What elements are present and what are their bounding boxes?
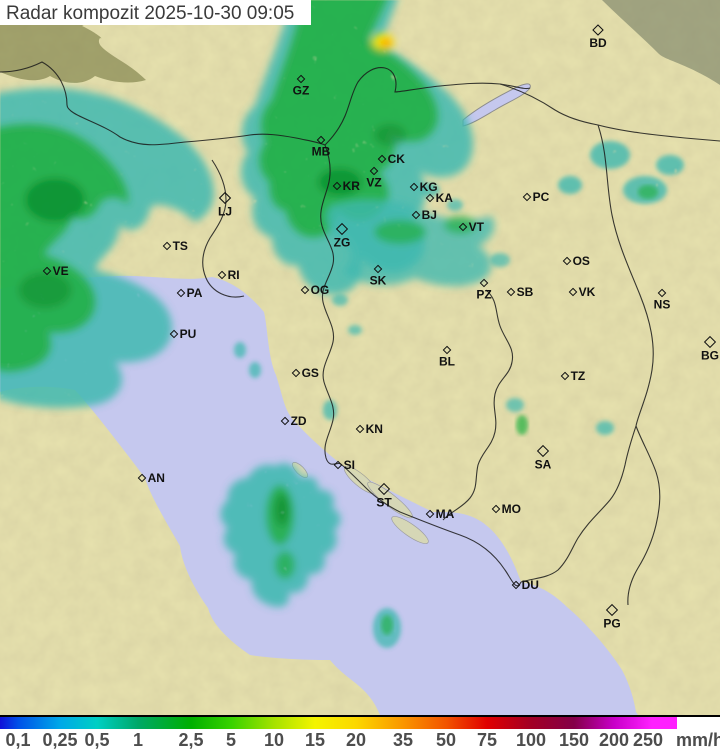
svg-text:200: 200 — [599, 730, 629, 750]
svg-text:MB: MB — [312, 145, 331, 159]
svg-text:VT: VT — [469, 220, 485, 234]
svg-text:BG: BG — [701, 348, 719, 362]
svg-text:SI: SI — [344, 458, 355, 472]
svg-text:5: 5 — [226, 730, 236, 750]
svg-text:SK: SK — [370, 274, 387, 288]
svg-text:LJ: LJ — [218, 204, 232, 218]
svg-text:CK: CK — [388, 152, 406, 166]
svg-text:OS: OS — [573, 254, 590, 268]
svg-text:GS: GS — [302, 366, 319, 380]
svg-text:150: 150 — [559, 730, 589, 750]
svg-text:PZ: PZ — [476, 288, 491, 302]
svg-text:2,5: 2,5 — [178, 730, 203, 750]
svg-text:KN: KN — [366, 422, 383, 436]
svg-text:SA: SA — [535, 457, 552, 471]
svg-text:GZ: GZ — [293, 84, 310, 98]
svg-text:NS: NS — [654, 298, 671, 312]
svg-text:VK: VK — [579, 285, 596, 299]
svg-text:BJ: BJ — [422, 208, 437, 222]
svg-text:ZD: ZD — [291, 414, 307, 428]
svg-text:10: 10 — [264, 730, 284, 750]
svg-text:KR: KR — [343, 179, 361, 193]
svg-text:0,5: 0,5 — [84, 730, 109, 750]
svg-text:0,1: 0,1 — [5, 730, 30, 750]
svg-text:0,25: 0,25 — [42, 730, 77, 750]
svg-text:VE: VE — [53, 264, 69, 278]
svg-text:RI: RI — [228, 268, 240, 282]
svg-text:BD: BD — [589, 36, 607, 50]
svg-text:1: 1 — [133, 730, 143, 750]
svg-text:PC: PC — [533, 190, 550, 204]
svg-text:ZG: ZG — [334, 235, 351, 249]
svg-text:ST: ST — [376, 495, 392, 509]
svg-text:Radar kompozit 2025-10-30: Radar kompozit 2025-10-30 09:05 — [6, 3, 294, 24]
svg-text:20: 20 — [346, 730, 366, 750]
svg-text:DU: DU — [522, 578, 539, 592]
svg-text:PU: PU — [180, 327, 197, 341]
svg-text:MA: MA — [436, 507, 455, 521]
svg-text:AN: AN — [148, 471, 165, 485]
svg-text:BL: BL — [439, 355, 455, 369]
svg-text:mm/h: mm/h — [676, 730, 720, 750]
svg-text:35: 35 — [393, 730, 413, 750]
svg-text:VZ: VZ — [366, 176, 381, 190]
svg-text:KA: KA — [436, 191, 454, 205]
svg-text:TS: TS — [173, 239, 188, 253]
svg-text:250: 250 — [633, 730, 663, 750]
svg-text:MO: MO — [502, 502, 521, 516]
svg-text:PA: PA — [187, 286, 203, 300]
svg-text:SB: SB — [517, 285, 534, 299]
svg-text:100: 100 — [516, 730, 546, 750]
svg-text:75: 75 — [477, 730, 497, 750]
svg-text:OG: OG — [311, 283, 330, 297]
svg-text:TZ: TZ — [571, 369, 586, 383]
svg-text:50: 50 — [436, 730, 456, 750]
svg-text:15: 15 — [305, 730, 325, 750]
svg-text:PG: PG — [603, 616, 620, 630]
